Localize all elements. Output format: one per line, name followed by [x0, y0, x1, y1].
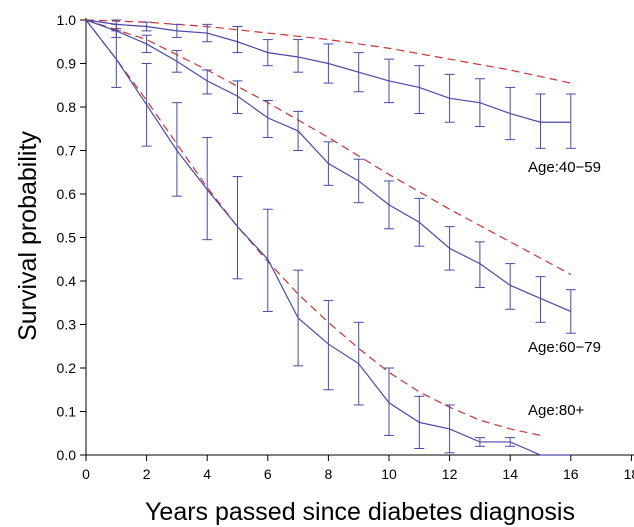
y-tick-label: 0.6 [57, 186, 77, 202]
y-tick-label: 0.3 [57, 317, 77, 333]
x-tick-label: 14 [502, 466, 518, 482]
y-tick-label: 0.8 [57, 99, 77, 115]
expected-survival-line [85, 19, 571, 84]
x-ticks: 0 2 4 6 8 10 12 14 16 18 [82, 455, 634, 482]
x-tick-label: 8 [325, 466, 333, 482]
y-axis-title: Survival probability [14, 131, 42, 341]
expected-survival-line [85, 19, 541, 437]
y-tick-label: 0.0 [57, 447, 77, 463]
group-1 [85, 19, 576, 334]
group-2 [85, 19, 571, 456]
x-tick-label: 2 [143, 466, 151, 482]
x-tick-label: 0 [82, 466, 90, 482]
x-axis-title: Years passed since diabetes diagnosis [145, 498, 575, 526]
series-label-1: Age:60−79 [528, 339, 601, 356]
x-tick-label: 12 [442, 466, 458, 482]
group-0 [85, 19, 576, 149]
x-tick-label: 10 [381, 466, 397, 482]
y-tick-label: 0.1 [57, 404, 77, 420]
y-tick-label: 0.7 [57, 143, 77, 159]
y-tick-label: 0.2 [57, 360, 77, 376]
y-tick-label: 0.9 [57, 56, 77, 72]
y-tick-label: 1.0 [57, 12, 77, 28]
x-tick-label: 18 [624, 466, 634, 482]
x-tick-label: 16 [563, 466, 579, 482]
axes [85, 18, 634, 456]
series-label-2: Age:80+ [528, 402, 585, 419]
y-tick-label: 0.5 [57, 230, 77, 246]
y-ticks: 0.0 0.1 0.2 0.3 0.4 0.5 0.6 0.7 0.8 0.9 1.0 [57, 12, 86, 463]
y-tick-label: 0.4 [57, 273, 77, 289]
series-label-0: Age:40−59 [528, 159, 601, 176]
expected-survival-line [85, 19, 572, 276]
series-layer [85, 19, 576, 456]
x-tick-label: 6 [264, 466, 272, 482]
x-tick-label: 4 [203, 466, 211, 482]
series-labels: Age:40−59 Age:60−79 Age:80+ [528, 159, 601, 419]
